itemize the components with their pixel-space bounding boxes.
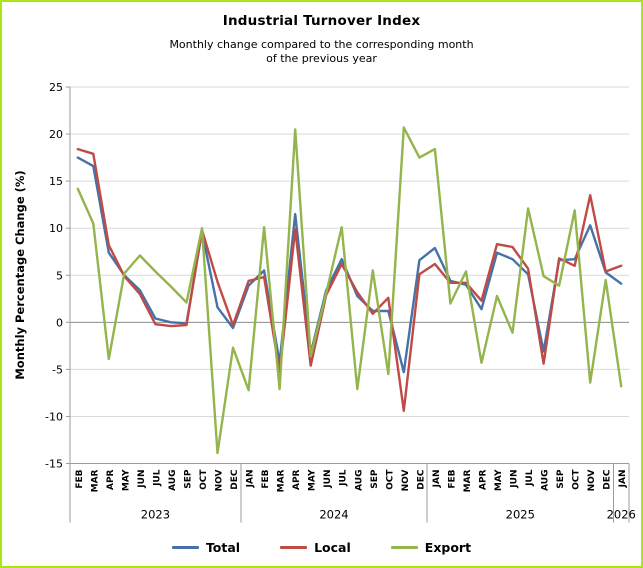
month-label: JUL	[525, 469, 535, 487]
month-label: NOV	[215, 469, 225, 491]
series-line-local	[76, 147, 623, 412]
month-label: OCT	[572, 469, 582, 490]
month-label: FEB	[75, 469, 85, 488]
legend-swatch-local	[280, 546, 308, 549]
month-label: APR	[478, 469, 488, 490]
month-label: DEC	[416, 469, 426, 490]
chart-subtitle-line-2: of the previous year	[266, 51, 377, 65]
month-label: APR	[106, 469, 116, 490]
month-label: JUN	[510, 470, 520, 489]
month-label: MAY	[494, 469, 504, 491]
month-label: SEP	[556, 469, 566, 489]
line-chart-svg: Monthly Percentage Change (%) 25 20 15 10 5 0…	[13, 81, 636, 523]
y-axis-tick-label: -5	[52, 363, 63, 376]
year-label: 2023	[141, 508, 170, 522]
legend-label: Total	[205, 540, 241, 555]
y-axis-tick-label: 15	[49, 175, 63, 188]
legend-item-total: Total	[171, 540, 241, 555]
month-label: MAR	[90, 469, 100, 492]
month-label: SEP	[183, 469, 193, 489]
year-label: 2025	[506, 508, 535, 522]
month-label: JAN	[432, 470, 442, 489]
legend-item-export: Export	[390, 540, 472, 555]
month-label: JUN	[323, 470, 333, 489]
legend-swatch-total	[171, 546, 199, 549]
month-label: JAN	[618, 470, 628, 489]
month-label: DEC	[603, 469, 613, 490]
chart-title: Industrial Turnover Index	[222, 13, 421, 29]
y-axis-tick-label: 0	[56, 316, 63, 329]
month-label: NOV	[401, 469, 411, 491]
chart-subtitle-line-1: Monthly change compared to the correspon…	[169, 38, 474, 51]
year-label: 2026	[607, 508, 636, 522]
month-label: FEB	[261, 469, 271, 488]
y-axis-tick-label: 25	[49, 81, 63, 94]
month-label: NOV	[587, 469, 597, 491]
legend-label: Local	[314, 540, 351, 555]
month-label: OCT	[385, 469, 395, 490]
month-label: AUG	[541, 470, 551, 491]
legend: Total Local Export	[2, 540, 641, 555]
month-label: SEP	[370, 469, 380, 489]
legend-label: Export	[424, 540, 472, 555]
month-label: MAY	[121, 469, 131, 491]
y-axis-tick-label: 5	[56, 269, 63, 282]
y-axis-tick-label: -10	[45, 410, 63, 423]
chart-subtitle: Monthly change compared to the correspon…	[2, 38, 641, 65]
month-label: APR	[292, 469, 302, 490]
series-line-export	[76, 126, 623, 455]
y-axis-tick-label: 10	[49, 222, 63, 235]
month-label: AUG	[354, 470, 364, 491]
month-label: AUG	[168, 470, 178, 491]
year-label: 2024	[319, 508, 348, 522]
month-label: OCT	[199, 469, 209, 490]
y-axis-title: Monthly Percentage Change (%)	[13, 170, 27, 379]
month-label: JUL	[152, 469, 162, 487]
month-label: MAR	[277, 469, 287, 492]
month-label: JAN	[246, 470, 256, 489]
month-label: DEC	[230, 469, 240, 490]
legend-swatch-export	[390, 546, 418, 549]
month-label: MAR	[463, 469, 473, 492]
month-label: JUL	[339, 469, 349, 487]
month-label: FEB	[447, 469, 457, 488]
y-axis-tick-label: 20	[49, 128, 63, 141]
month-label: JUN	[137, 470, 147, 489]
y-axis-tick-label: -15	[45, 458, 63, 471]
legend-item-local: Local	[280, 540, 351, 555]
month-label: MAY	[308, 469, 318, 491]
